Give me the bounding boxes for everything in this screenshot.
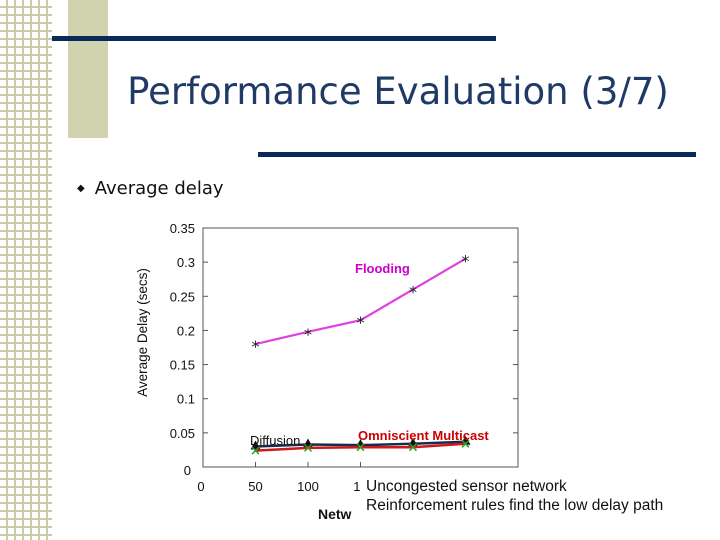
flooding-point: * — [252, 337, 260, 356]
y-tick-label: 0.15 — [170, 358, 195, 373]
diffusion-label: Diffusion — [250, 433, 300, 448]
diffusion-point — [355, 439, 366, 449]
omniscient-point — [408, 443, 418, 452]
flooding-point: * — [462, 252, 470, 271]
y-tick-label: 0.05 — [170, 426, 195, 441]
note-uncongested: Uncongested sensor network — [364, 478, 569, 496]
diffusion-point — [460, 435, 471, 445]
bullet-text: Average delay — [94, 178, 224, 199]
y-tick-label: 0.1 — [177, 392, 195, 407]
checker-pattern — [0, 0, 52, 540]
x-tick-label: 0 — [197, 479, 204, 494]
series-line-flooding — [255, 257, 467, 346]
omniscient-point — [303, 443, 313, 452]
omniscient-point — [356, 443, 365, 452]
title-top-bar — [52, 36, 496, 41]
y-tick-label: 0.3 — [177, 255, 195, 270]
x-tick-label: 50 — [248, 479, 262, 494]
flooding-label: Flooding — [355, 261, 410, 276]
omniscient-point — [251, 446, 260, 455]
flooding-point: * — [304, 325, 312, 344]
bullet-diamond-icon: ◆ — [77, 183, 85, 194]
flooding-point: * — [409, 282, 417, 301]
omniscient-label: Omniscient Multicast — [358, 428, 489, 443]
note-reinforcement: Reinforcement rules find the low delay p… — [364, 497, 666, 515]
bullet-average-delay: ◆ Average delay — [77, 178, 224, 199]
y-tick-label: 0.25 — [170, 289, 195, 304]
y-tick-label: 0 — [184, 463, 191, 478]
title-accent-block — [68, 0, 108, 138]
title-bottom-bar — [258, 152, 696, 157]
y-axis-label: Average Delay (secs) — [135, 268, 150, 397]
flooding-point: * — [357, 313, 365, 332]
y-tick-label: 0.35 — [170, 221, 195, 236]
x-tick-label: 1 — [353, 479, 360, 494]
slide-title: Performance Evaluation (3/7) — [127, 70, 669, 113]
y-tick-label: 0.2 — [177, 323, 195, 338]
diffusion-point — [303, 438, 313, 448]
x-tick-label: 100 — [297, 479, 319, 494]
x-axis-label: Netw — [318, 506, 352, 522]
omniscient-point — [461, 439, 470, 448]
